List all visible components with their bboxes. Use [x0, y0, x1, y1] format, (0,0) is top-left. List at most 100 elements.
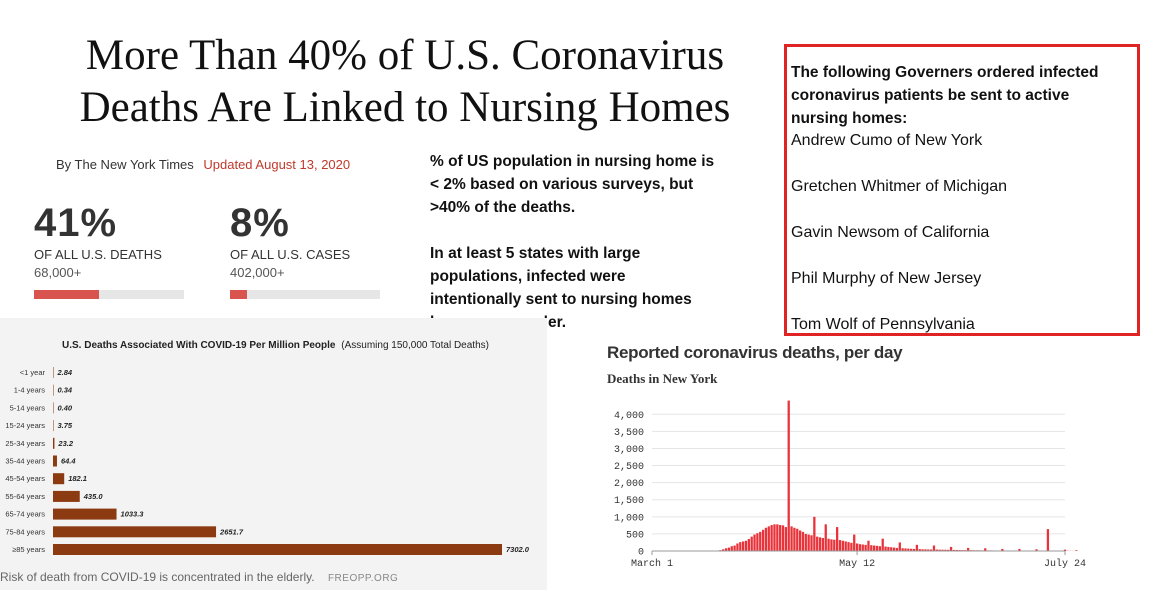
ny-daily-bar: [924, 549, 927, 551]
ny-daily-bar: [753, 534, 756, 551]
age-bar: [53, 544, 502, 555]
governors-title: The following Governers ordered infected…: [791, 61, 1137, 130]
age-bar-value: 182.1: [68, 474, 87, 483]
ny-y-tick-label: 1,500: [614, 496, 644, 507]
ny-deaths-chart: 0 500 1,000 1,500 2,000 2,500 3,000 3,500 4,000 M…: [614, 400, 1086, 570]
age-bar: [53, 420, 54, 432]
ny-chart-subtitle: Deaths in New York: [607, 371, 718, 386]
ny-daily-bar: [904, 548, 907, 551]
governors-title-line: The following Governers ordered infected: [791, 64, 1099, 81]
note-paragraph-1: % of US population in nursing home is < …: [430, 150, 750, 219]
stat-deaths: 41% OF ALL U.S. DEATHS 68,000+: [34, 203, 184, 299]
ny-daily-bar: [730, 546, 733, 551]
ny-y-tick-label: 2,000: [614, 479, 644, 490]
age-bar: [53, 473, 65, 485]
byline-author: By The New York Times: [56, 157, 194, 172]
ny-daily-bar: [724, 548, 728, 551]
ny-daily-bar: [1001, 548, 1004, 551]
governor-name: Gavin Newsom of California: [791, 224, 990, 241]
ny-y-tick-label: 0: [638, 548, 644, 559]
ny-daily-bar: [847, 542, 850, 551]
ny-daily-bar: [844, 541, 847, 551]
age-category-label: 35-44 years: [5, 457, 45, 466]
ny-daily-bar: [838, 540, 842, 551]
age-bar-value: 2.84: [57, 368, 73, 377]
age-deaths-chart: U.S. Deaths Associated With COVID-19 Per…: [5, 340, 530, 555]
ny-daily-bar: [742, 541, 745, 551]
ny-daily-bar: [887, 546, 890, 551]
ny-daily-bar: [784, 527, 788, 551]
stat-cases: 8% OF ALL U.S. CASES 402,000+: [230, 203, 380, 299]
age-category-label: 5-14 years: [10, 403, 46, 412]
age-bar-value: 64.4: [61, 457, 76, 466]
age-deaths-chart-title: U.S. Deaths Associated With COVID-19 Per…: [62, 340, 489, 351]
age-category-label: 45-54 years: [5, 474, 45, 483]
ny-daily-bar: [907, 548, 910, 551]
ny-chart-grid: [652, 413, 1065, 552]
age-bar-value: 7302.0: [506, 545, 530, 554]
ny-daily-bar: [984, 548, 987, 551]
ny-chart-title: Reported coronavirus deaths, per day: [607, 343, 903, 362]
ny-daily-bar: [830, 539, 833, 551]
stat-deaths-bar-fill: [34, 290, 99, 299]
note-line: % of US population in nursing home is: [430, 153, 715, 170]
ny-daily-bar: [918, 549, 921, 551]
ny-daily-bar: [750, 536, 753, 551]
ny-daily-bar: [898, 542, 901, 551]
ny-daily-bar: [818, 537, 822, 551]
ny-daily-bar: [927, 549, 930, 551]
ny-daily-bar: [761, 529, 765, 551]
ny-daily-bar: [947, 549, 950, 551]
ny-daily-bar: [733, 545, 736, 551]
age-bar-value: 0.40: [58, 403, 73, 412]
age-bar: [53, 437, 55, 449]
headline-line-1: More Than 40% of U.S. Coronavirus: [85, 32, 725, 79]
ny-daily-bar: [801, 531, 805, 551]
age-bar-value: 435.0: [83, 492, 104, 501]
ny-daily-bar: [824, 524, 827, 551]
ny-daily-bar: [796, 528, 799, 551]
ny-daily-bar: [915, 544, 919, 551]
ny-daily-bar: [835, 527, 839, 551]
ny-daily-bar: [1046, 529, 1050, 551]
age-category-label: ≥85 years: [12, 545, 45, 554]
ny-daily-bar: [821, 538, 825, 551]
ny-daily-bar: [850, 542, 853, 551]
age-bar-value: 2651.7: [219, 527, 244, 536]
ny-daily-bar: [770, 525, 773, 551]
ny-daily-bar: [901, 548, 904, 551]
ny-daily-bar: [759, 531, 762, 551]
governor-name: Andrew Cumo of New York: [791, 132, 983, 149]
ny-daily-bar: [810, 535, 813, 551]
ny-daily-bar: [841, 540, 844, 551]
stat-cases-bar-fill: [230, 290, 247, 299]
ny-daily-bar: [722, 549, 725, 551]
age-deaths-bars: <1 year 2.84 1-4 years 0.34 5-14 years 0.40 15…: [5, 367, 530, 555]
ny-daily-bar: [813, 516, 816, 551]
age-deaths-chart-panel: U.S. Deaths Associated With COVID-19 Per…: [0, 318, 547, 590]
ny-daily-bar: [779, 525, 782, 551]
ny-daily-bar: [827, 538, 830, 551]
stat-deaths-count: 68,000+: [34, 265, 82, 280]
note-line: populations, infected were: [430, 268, 626, 285]
ny-daily-bar: [935, 549, 938, 551]
ny-daily-bar: [793, 527, 796, 551]
age-category-label: 25-34 years: [5, 439, 45, 448]
ny-chart-bars: [710, 400, 1078, 551]
governor-name: Tom Wolf of Pennsylvania: [791, 316, 975, 333]
ny-daily-bar: [747, 539, 750, 551]
ny-daily-bar: [736, 543, 739, 551]
ny-daily-bar: [773, 524, 776, 551]
headline: More Than 40% of U.S. Coronavirus Deaths…: [30, 30, 780, 134]
ny-y-tick-label: 500: [626, 530, 644, 541]
ny-daily-bar: [804, 533, 807, 551]
ny-daily-bar: [941, 549, 944, 551]
age-category-label: 55-64 years: [5, 492, 45, 501]
age-bar: [53, 490, 80, 502]
ny-daily-bar: [833, 539, 836, 551]
ny-daily-bar: [890, 547, 893, 551]
ny-daily-bar: [955, 549, 958, 551]
stat-deaths-bar: [34, 290, 184, 299]
note-line: < 2% based on various surveys, but: [430, 176, 694, 193]
governors-list: Andrew Cumo of New York Gretchen Whitmer…: [791, 118, 1137, 348]
